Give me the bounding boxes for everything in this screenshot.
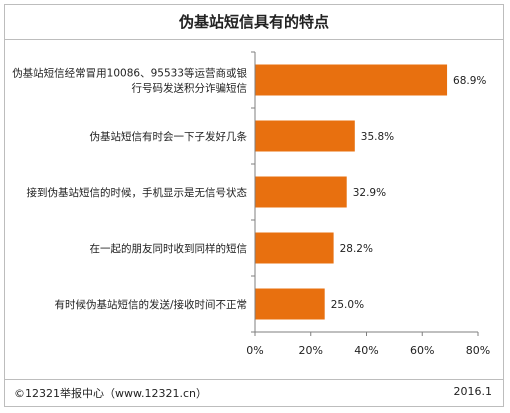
bar-5 [255,288,325,320]
x-tick-label-60: 60% [410,344,434,357]
bar-1 [255,64,448,96]
value-label-5: 25.0% [331,299,364,311]
category-label-2: 伪基站短信有时会一下子发好几条 [90,130,248,143]
bar-3 [255,176,347,208]
category-label-1-line-2: 行号码发送积分诈骗短信 [132,82,248,95]
x-tick-label-20: 20% [299,344,323,357]
category-label-1-line-1: 伪基站短信经常冒用10086、95533等运营商或银 [12,67,247,80]
value-label-3: 32.9% [353,187,386,199]
x-tick-label-80: 80% [466,344,490,357]
bar-4 [255,232,334,264]
value-label-1: 68.9% [453,75,486,87]
bar-2 [255,120,355,152]
x-tick-label-0: 0% [246,344,263,357]
title-divider [5,39,503,40]
category-label-3: 接到伪基站短信的时候，手机显示是无信号状态 [27,186,248,199]
category-label-5: 有时候伪基站短信的发送/接收时间不正常 [54,298,247,311]
footer-divider [5,379,503,380]
value-label-4: 28.2% [340,243,373,255]
x-tick-label-40: 40% [354,344,378,357]
date-note: 2016.1 [453,385,493,398]
category-label-4: 在一起的朋友同时收到同样的短信 [90,242,248,255]
value-label-2: 35.8% [361,131,394,143]
source-note: ©12321举报中心（www.12321.cn） [14,387,207,400]
chart-title: 伪基站短信具有的特点 [178,13,329,31]
